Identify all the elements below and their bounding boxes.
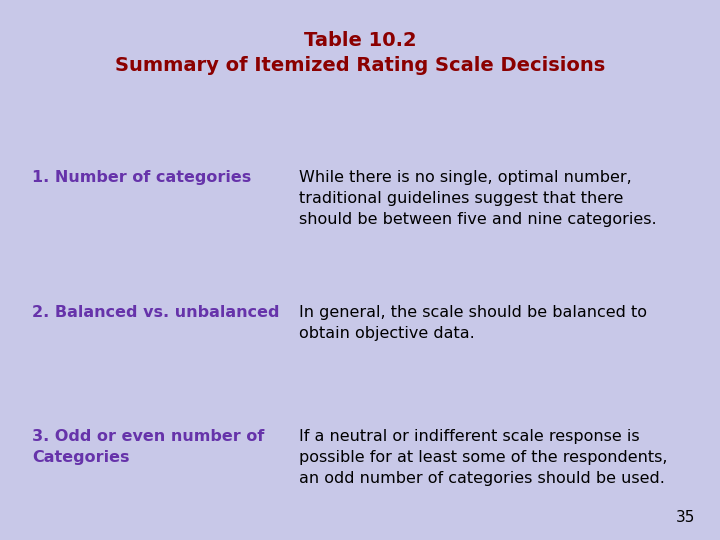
Text: Summary of Itemized Rating Scale Decisions: Summary of Itemized Rating Scale Decisio… [115, 56, 605, 76]
Text: 1. Number of categories: 1. Number of categories [32, 170, 252, 185]
Text: 35: 35 [675, 510, 695, 525]
Text: 2. Balanced vs. unbalanced: 2. Balanced vs. unbalanced [32, 305, 280, 320]
Text: While there is no single, optimal number,
traditional guidelines suggest that th: While there is no single, optimal number… [299, 170, 657, 227]
Text: 3. Odd or even number of
Categories: 3. Odd or even number of Categories [32, 429, 265, 465]
Text: In general, the scale should be balanced to
obtain objective data.: In general, the scale should be balanced… [299, 305, 647, 341]
Text: Table 10.2: Table 10.2 [304, 31, 416, 50]
Text: If a neutral or indifferent scale response is
possible for at least some of the : If a neutral or indifferent scale respon… [299, 429, 667, 487]
